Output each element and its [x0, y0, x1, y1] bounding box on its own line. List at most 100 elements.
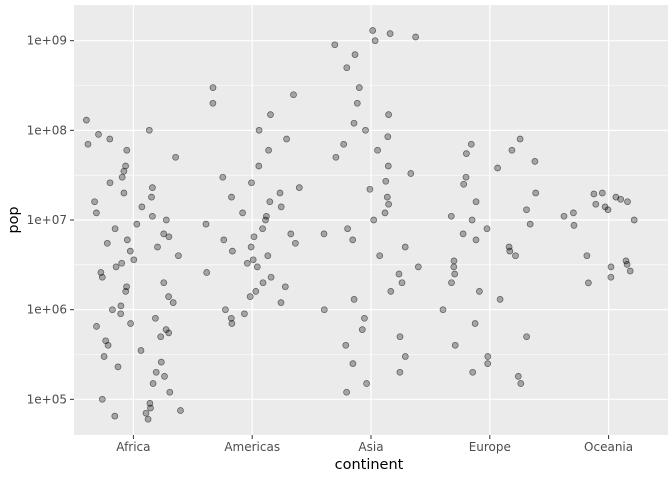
point-africa: [83, 116, 90, 124]
point-americas: [277, 203, 285, 211]
point-oceania: [612, 193, 620, 201]
point-americas: [259, 279, 267, 287]
point-asia: [382, 177, 390, 185]
x-tick-label: Africa: [116, 440, 150, 454]
point-africa: [123, 236, 131, 244]
data-points: [83, 27, 638, 423]
axes: 1e+05 1e+06 1e+07 1e+08 1e+09 Africa Americas A…: [27, 34, 633, 454]
point-africa: [161, 373, 168, 380]
point-africa: [120, 189, 128, 197]
point-africa: [120, 167, 128, 175]
point-africa: [138, 203, 146, 211]
point-africa: [142, 409, 150, 417]
point-africa: [133, 220, 141, 228]
point-asia: [320, 306, 328, 314]
point-europe: [472, 198, 480, 206]
x-axis-title: continent: [335, 457, 404, 473]
point-europe: [467, 140, 475, 148]
point-europe: [469, 368, 477, 376]
point-africa: [144, 415, 152, 423]
point-africa: [166, 388, 174, 396]
point-americas: [252, 288, 260, 295]
point-americas: [246, 293, 254, 300]
point-africa: [117, 302, 125, 310]
point-europe: [514, 373, 522, 380]
point-asia: [344, 225, 351, 233]
point-europe: [531, 158, 539, 165]
point-asia: [351, 51, 359, 58]
point-africa: [111, 412, 119, 420]
point-americas: [209, 84, 217, 91]
x-tick-label: Asia: [358, 440, 383, 454]
point-europe: [463, 150, 470, 157]
point-americas: [267, 111, 274, 118]
point-europe: [526, 220, 534, 228]
point-oceania: [583, 252, 591, 260]
point-americas: [267, 273, 275, 281]
point-africa: [102, 337, 110, 345]
point-africa: [152, 314, 159, 322]
point-americas: [264, 252, 272, 260]
point-africa: [172, 153, 179, 161]
point-americas: [229, 247, 236, 255]
point-africa: [97, 269, 105, 276]
point-africa: [106, 179, 114, 187]
x-tick-label: Americas: [224, 440, 280, 454]
point-asia: [350, 119, 358, 127]
point-africa: [177, 407, 184, 414]
point-europe: [450, 257, 458, 265]
point-europe: [484, 353, 492, 360]
point-asia: [414, 263, 422, 271]
point-asia: [385, 200, 392, 208]
point-oceania: [622, 257, 630, 265]
point-americas: [227, 314, 235, 322]
point-asia: [366, 185, 374, 193]
point-asia: [401, 243, 409, 251]
point-europe: [450, 263, 458, 271]
point-asia: [332, 153, 340, 161]
point-americas: [281, 283, 289, 291]
point-oceania: [630, 216, 638, 224]
point-africa: [112, 263, 120, 271]
point-europe: [517, 380, 525, 387]
point-africa: [149, 212, 156, 220]
point-oceania: [626, 267, 634, 275]
point-africa: [162, 326, 170, 333]
point-europe: [512, 252, 519, 260]
point-asia: [353, 99, 361, 107]
point-americas: [259, 225, 266, 233]
point-europe: [523, 333, 530, 341]
point-americas: [203, 269, 211, 276]
point-americas: [219, 173, 227, 181]
point-asia: [355, 84, 363, 91]
point-asia: [371, 37, 379, 45]
point-oceania: [570, 222, 578, 229]
point-africa: [106, 135, 114, 143]
point-africa: [98, 395, 106, 403]
point-asia: [396, 333, 404, 341]
point-asia: [401, 353, 409, 360]
point-asia: [331, 41, 339, 49]
point-africa: [111, 225, 119, 233]
point-africa: [100, 353, 108, 360]
point-africa: [130, 256, 138, 264]
point-europe: [462, 173, 470, 181]
point-asia: [361, 314, 368, 322]
point-americas: [266, 198, 274, 206]
point-oceania: [590, 190, 598, 198]
point-africa: [169, 299, 177, 306]
point-oceania: [607, 263, 615, 271]
point-africa: [160, 279, 168, 287]
point-europe: [483, 225, 491, 233]
point-africa: [157, 358, 165, 366]
point-europe: [494, 164, 501, 172]
point-asia: [370, 216, 378, 224]
point-africa: [127, 320, 134, 327]
point-africa: [95, 131, 102, 138]
point-asia: [407, 170, 415, 177]
point-europe: [476, 288, 483, 295]
point-americas: [222, 306, 229, 314]
y-tick-label: 1e+09: [27, 34, 67, 48]
point-europe: [484, 360, 492, 367]
point-asia: [383, 193, 391, 201]
